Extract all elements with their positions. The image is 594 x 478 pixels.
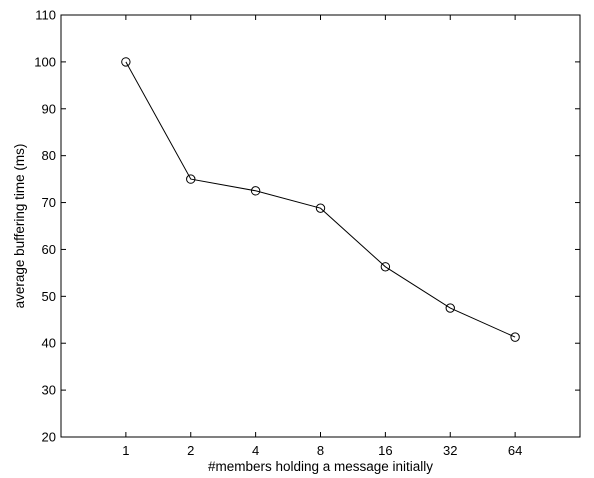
x-tick-label: 32 <box>443 443 457 458</box>
data-point-marker <box>121 57 131 67</box>
data-point-marker <box>510 332 520 342</box>
y-tick-label: 100 <box>34 54 56 69</box>
data-point-marker <box>445 303 455 313</box>
y-tick-label: 90 <box>42 101 56 116</box>
y-tick-label: 110 <box>35 8 56 23</box>
x-tick-label: 8 <box>317 443 324 458</box>
y-tick-label: 60 <box>42 242 56 257</box>
x-tick-label: 2 <box>187 443 194 458</box>
y-axis-label: average buffering time (ms) <box>12 144 27 309</box>
series-line <box>125 61 516 338</box>
x-axis-label: #members holding a message initially <box>208 459 433 474</box>
y-tick-label: 40 <box>42 336 56 351</box>
y-tick-label: 70 <box>42 195 56 210</box>
y-tick-label: 50 <box>42 289 56 304</box>
x-tick-label: 64 <box>508 443 522 458</box>
plot-frame <box>60 14 581 438</box>
x-tick-label: 1 <box>122 443 129 458</box>
y-tick-label: 80 <box>42 148 56 163</box>
data-point-marker <box>186 174 196 184</box>
data-point-marker <box>250 186 261 196</box>
x-axis-ticks: 1 2 4 8 16 32 64 <box>122 15 522 458</box>
x-tick-label: 16 <box>378 443 392 458</box>
data-point-marker <box>315 203 326 213</box>
y-tick-label: 30 <box>42 383 56 398</box>
series-layer <box>121 57 520 342</box>
data-point-marker <box>380 262 391 272</box>
y-tick-label: 20 <box>42 430 56 445</box>
x-tick-label: 4 <box>252 443 259 458</box>
y-axis-ticks: 20 30 40 50 60 70 80 90 100 110 <box>34 8 580 445</box>
